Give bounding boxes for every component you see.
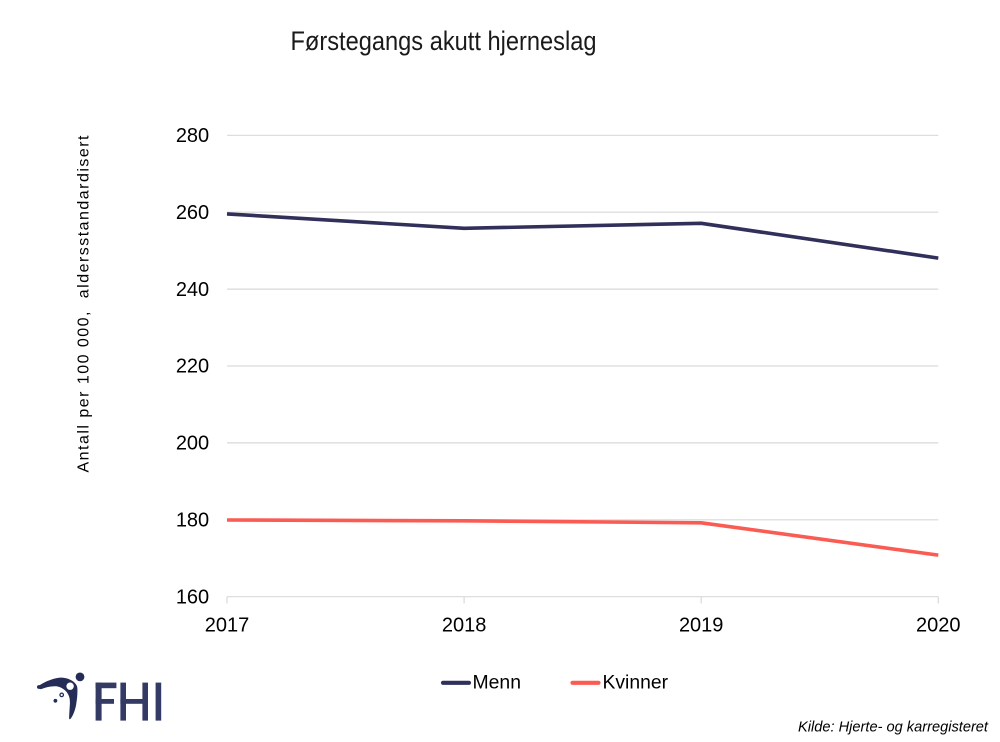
svg-text:180: 180 — [176, 510, 209, 532]
svg-text:2019: 2019 — [679, 614, 724, 636]
svg-text:Kvinner: Kvinner — [603, 673, 669, 694]
svg-text:160: 160 — [176, 586, 209, 608]
svg-text:260: 260 — [176, 202, 209, 224]
svg-text:Menn: Menn — [473, 673, 522, 694]
svg-text:Antall per 100 000, alderssta: Antall per 100 000, aldersstandardisert — [76, 135, 93, 473]
svg-text:220: 220 — [176, 356, 209, 378]
svg-text:200: 200 — [176, 433, 209, 455]
svg-text:Førstegangs akutt hjerneslag: Førstegangs akutt hjerneslag — [291, 26, 597, 56]
svg-text:2017: 2017 — [205, 614, 250, 636]
svg-text:280: 280 — [176, 125, 209, 147]
svg-text:2018: 2018 — [442, 614, 487, 636]
svg-text:Kilde: Hjerte- og karregistere: Kilde: Hjerte- og karregisteret — [798, 719, 989, 736]
svg-text:240: 240 — [176, 279, 209, 301]
svg-text:2020: 2020 — [916, 614, 961, 636]
